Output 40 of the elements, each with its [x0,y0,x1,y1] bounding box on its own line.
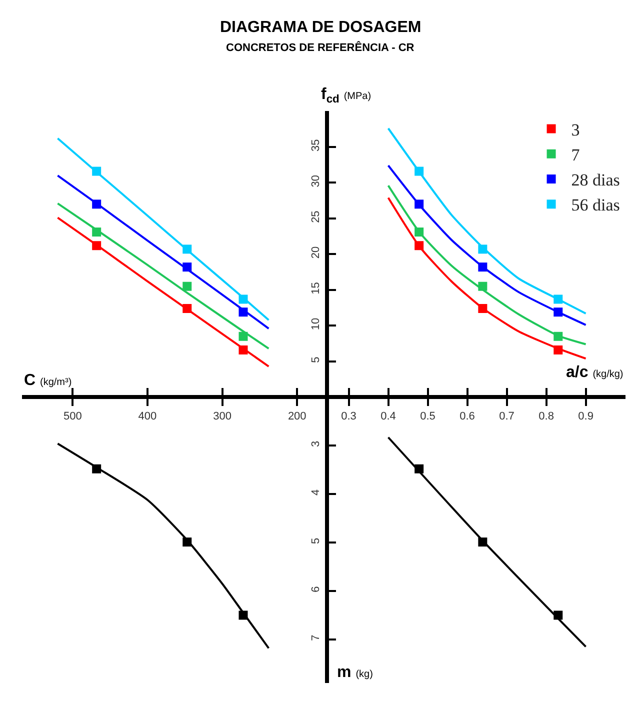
chart-title: DIAGRAMA DE DOSAGEM [220,19,422,36]
line-series [56,202,270,350]
point [238,332,248,341]
x-axis-title: a/c (kg/kg) [566,364,624,381]
x-tick-label: 400 [138,410,157,422]
y-tick-label: 30 [310,174,322,188]
y-tick-label: 25 [310,210,322,223]
y-tick-label: 20 [310,246,322,259]
x-tick-label: 300 [213,410,232,422]
x-tick-label: 0.3 [341,410,356,422]
x-tick-label: 0.5 [420,410,436,422]
y-tick-label: 6 [310,586,322,592]
y-tick-label: 3 [310,440,322,448]
y-axis-title: f$_{cd}$ (MPa) [321,86,372,106]
y-tick-label: 5 [310,538,322,544]
x-tick-label: 0.9 [578,410,594,422]
x-tick-label: 0.6 [460,410,475,422]
legend-label: 3 [571,120,580,140]
y-tick-label: 5 [310,356,322,363]
y-tick-label: 7 [310,634,322,641]
y-tick-label: 10 [310,318,322,330]
chart-subtitle: CONCRETOS DE REFERÊNCIA - CR [226,41,414,54]
line-series [56,137,270,321]
x-tick-label: 0.4 [380,410,396,422]
y-tick-label: 35 [310,139,322,152]
point [182,282,192,291]
line-series [56,216,270,368]
legend-label: 28 dias [571,170,620,190]
y-tick-label: 15 [310,282,322,294]
x-tick-label: 500 [63,410,82,422]
x-tick-label: 0.7 [499,410,514,422]
x-tick-label: 0.8 [538,410,554,422]
legend-label: 7 [571,146,580,165]
line-series [56,442,270,650]
x-axis-title: C (kg/m³) [24,372,72,389]
line-series [56,174,270,330]
legend-label: 56 dias [571,196,620,215]
y-axis-title: m (kg) [337,664,373,681]
x-tick-label: 200 [288,410,306,422]
y-tick-label: 4 [310,489,322,496]
